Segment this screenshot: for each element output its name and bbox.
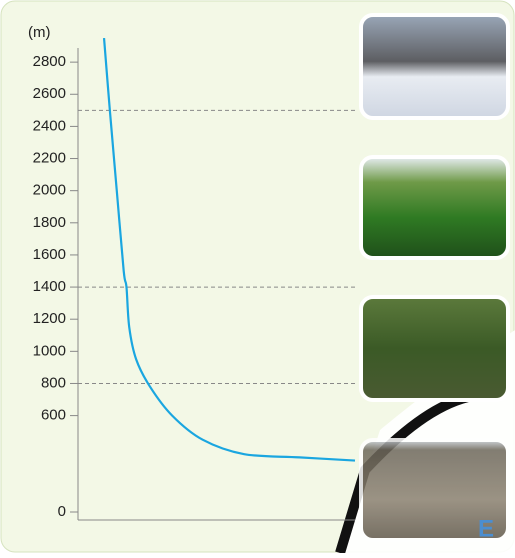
photo-scrub: [359, 438, 510, 542]
y-tick-label: 0: [58, 503, 66, 520]
y-axis-label: (m): [28, 24, 51, 41]
y-tick-label: 1200: [33, 310, 66, 327]
y-tick-label: 1400: [33, 278, 66, 295]
y-tick-label: 1600: [33, 246, 66, 263]
photo-forest: [359, 155, 510, 260]
y-tick-label: 2200: [33, 150, 66, 167]
y-tick-label: 2800: [33, 53, 66, 70]
y-tick-label: 2400: [33, 117, 66, 134]
line: [102, 37, 356, 462]
photo-woodland: [359, 295, 510, 402]
photos: [359, 13, 510, 542]
y-tick-label: 800: [41, 374, 66, 391]
y-tick-label: 1000: [33, 342, 66, 359]
y-tick-label: 1800: [33, 214, 66, 231]
photo-snow: [359, 13, 510, 120]
corner-label: E: [478, 515, 494, 542]
y-tick-label: 2000: [33, 182, 66, 199]
y-tick-label: 2600: [33, 85, 66, 102]
y-tick-label: 600: [41, 407, 66, 424]
